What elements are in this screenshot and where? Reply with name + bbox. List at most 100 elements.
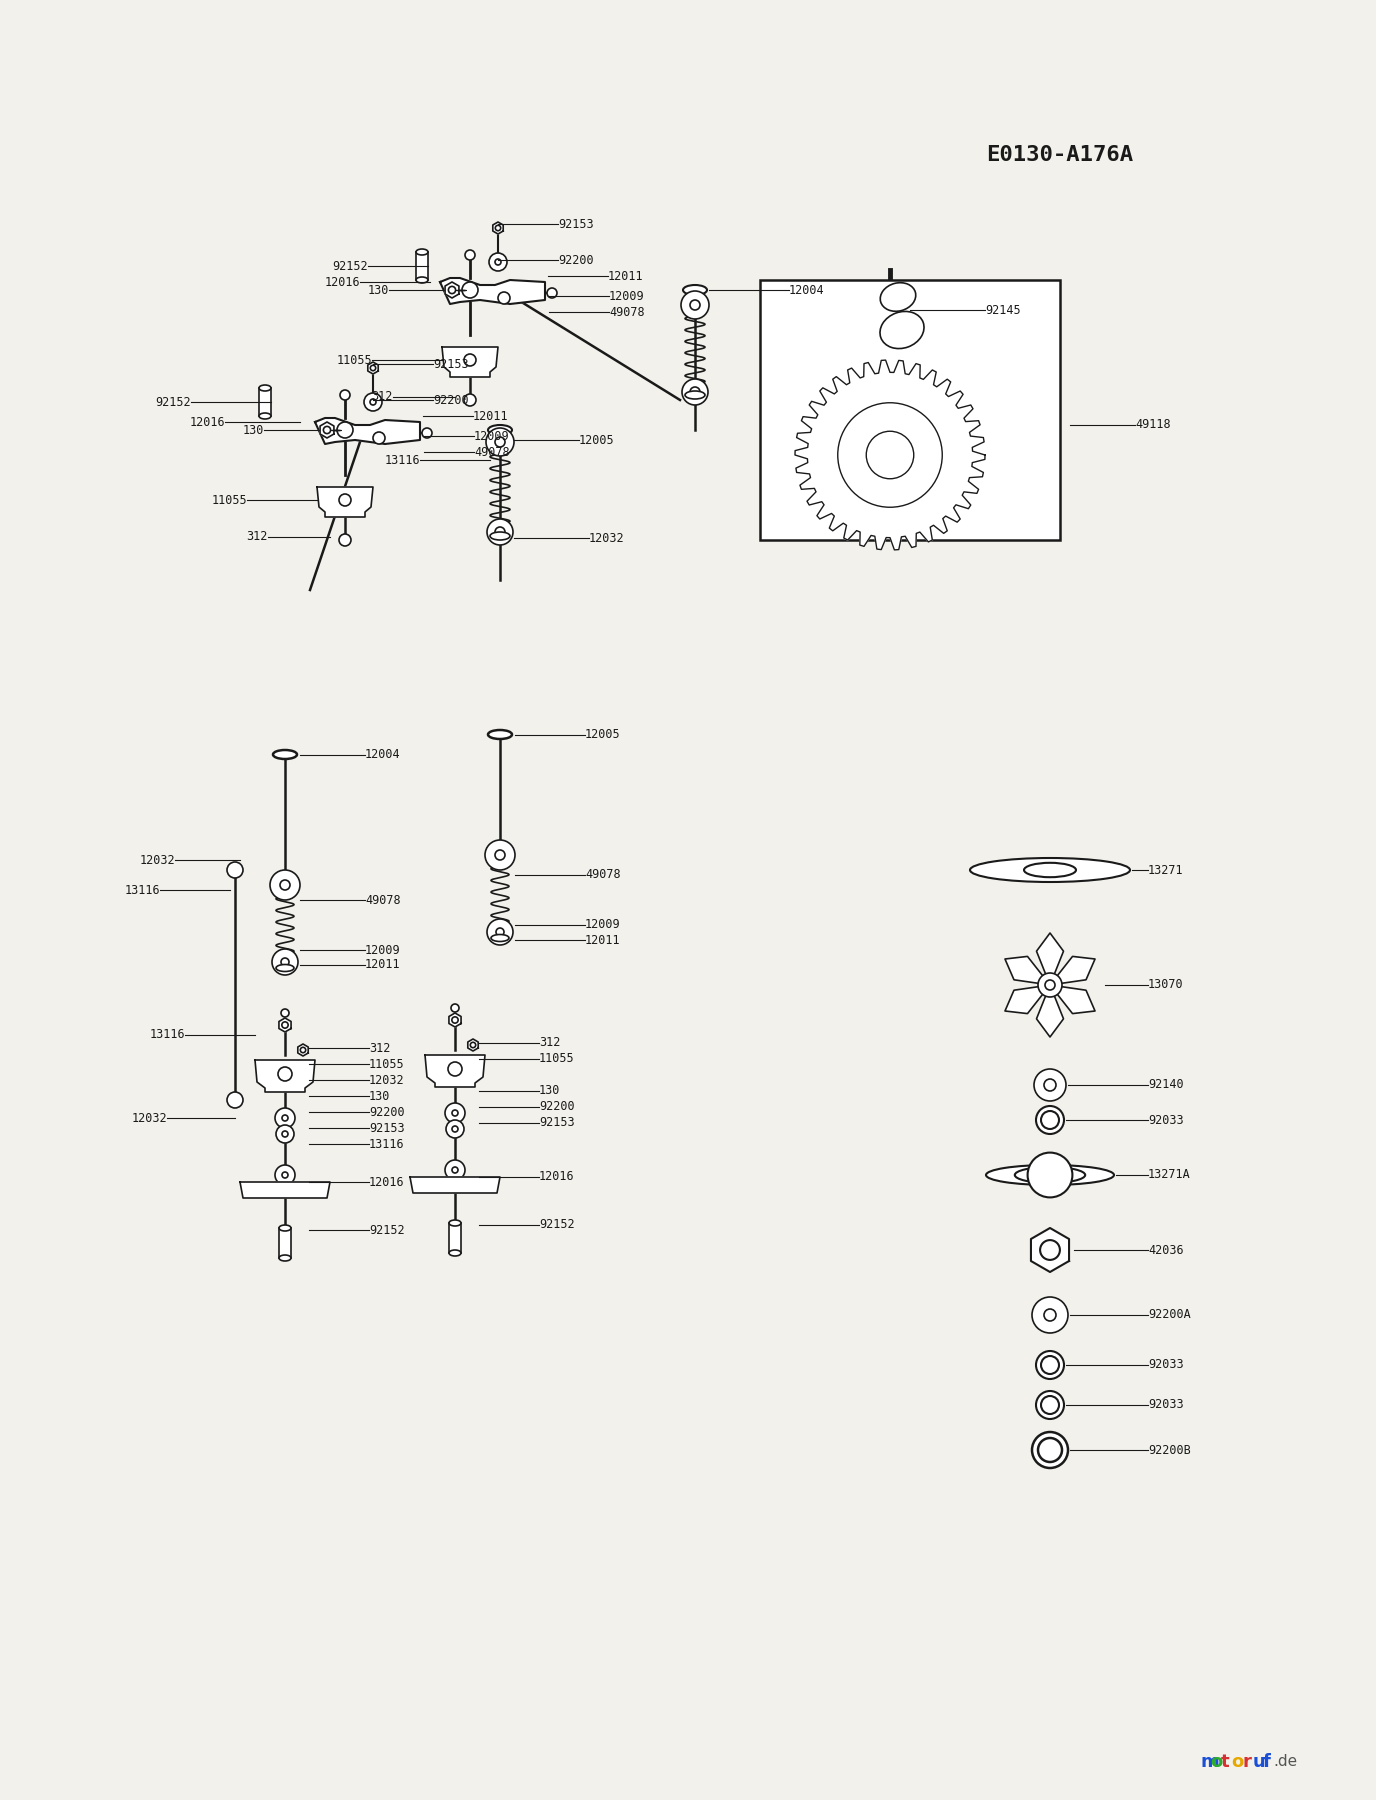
- Circle shape: [300, 1048, 305, 1053]
- Text: 11055: 11055: [212, 493, 248, 506]
- Circle shape: [495, 527, 505, 536]
- Circle shape: [444, 1159, 465, 1181]
- Ellipse shape: [259, 385, 271, 391]
- Text: 12011: 12011: [585, 934, 621, 947]
- Text: 92153: 92153: [369, 1121, 405, 1134]
- Ellipse shape: [881, 283, 916, 311]
- Polygon shape: [297, 1044, 308, 1057]
- Text: 130: 130: [369, 1089, 391, 1102]
- Text: 11055: 11055: [539, 1053, 575, 1066]
- Circle shape: [279, 880, 290, 889]
- Circle shape: [451, 1127, 458, 1132]
- Text: 130: 130: [539, 1084, 560, 1098]
- Text: 130: 130: [367, 283, 389, 297]
- Text: 92200A: 92200A: [1148, 1309, 1190, 1321]
- Circle shape: [270, 869, 300, 900]
- Text: 12005: 12005: [585, 729, 621, 742]
- Ellipse shape: [685, 391, 705, 400]
- Text: 92152: 92152: [369, 1224, 405, 1237]
- Polygon shape: [279, 1019, 292, 1031]
- Circle shape: [487, 920, 513, 945]
- Text: 12032: 12032: [589, 531, 625, 544]
- Circle shape: [1032, 1433, 1068, 1469]
- Circle shape: [451, 1166, 458, 1174]
- Text: 13271A: 13271A: [1148, 1168, 1190, 1181]
- Text: 312: 312: [246, 531, 268, 544]
- Polygon shape: [468, 1039, 479, 1051]
- Ellipse shape: [416, 248, 428, 256]
- Text: 13116: 13116: [369, 1138, 405, 1150]
- Circle shape: [282, 1130, 288, 1138]
- Text: 12004: 12004: [788, 283, 824, 297]
- Text: 12004: 12004: [365, 749, 400, 761]
- Text: 12005: 12005: [579, 434, 615, 446]
- Text: 12016: 12016: [539, 1170, 575, 1184]
- Ellipse shape: [272, 751, 297, 760]
- Text: 92200: 92200: [559, 254, 593, 266]
- Circle shape: [373, 432, 385, 445]
- Text: 92153: 92153: [539, 1116, 575, 1130]
- Circle shape: [465, 250, 475, 259]
- Text: 130: 130: [242, 423, 264, 437]
- Bar: [259, 389, 271, 416]
- Text: 42036: 42036: [1148, 1244, 1183, 1256]
- Polygon shape: [444, 283, 460, 299]
- Polygon shape: [410, 1177, 499, 1193]
- Text: o: o: [1211, 1753, 1223, 1771]
- Ellipse shape: [1024, 862, 1076, 877]
- Circle shape: [1028, 1152, 1072, 1197]
- Circle shape: [1036, 1105, 1064, 1134]
- Text: 49118: 49118: [1135, 419, 1171, 432]
- Text: 49078: 49078: [473, 446, 509, 459]
- Circle shape: [495, 929, 504, 936]
- Text: 12009: 12009: [473, 430, 509, 443]
- Circle shape: [1038, 1438, 1062, 1462]
- Text: 12032: 12032: [139, 853, 175, 866]
- Circle shape: [282, 1172, 288, 1177]
- Polygon shape: [321, 421, 334, 437]
- Text: 12016: 12016: [325, 275, 361, 288]
- Circle shape: [486, 428, 515, 455]
- Polygon shape: [425, 1055, 484, 1087]
- Bar: [416, 252, 428, 281]
- Text: 11055: 11055: [369, 1058, 405, 1071]
- Text: E0130-A176A: E0130-A176A: [987, 146, 1134, 166]
- Circle shape: [1042, 1111, 1060, 1129]
- Bar: [760, 281, 1060, 540]
- Ellipse shape: [490, 533, 510, 540]
- Polygon shape: [442, 347, 498, 376]
- Ellipse shape: [1014, 1166, 1086, 1183]
- Circle shape: [227, 1093, 244, 1109]
- Circle shape: [444, 1103, 465, 1123]
- Text: f: f: [1263, 1753, 1271, 1771]
- Circle shape: [338, 535, 351, 545]
- Circle shape: [282, 1114, 288, 1121]
- Text: 12011: 12011: [365, 958, 400, 972]
- Circle shape: [838, 403, 943, 508]
- Circle shape: [867, 432, 914, 479]
- Circle shape: [495, 259, 501, 265]
- Ellipse shape: [416, 277, 428, 283]
- Text: 92200: 92200: [539, 1100, 575, 1114]
- Text: t: t: [1221, 1753, 1230, 1771]
- Text: 12009: 12009: [610, 290, 644, 302]
- Circle shape: [1033, 1069, 1066, 1102]
- Ellipse shape: [279, 1255, 290, 1262]
- Circle shape: [488, 254, 506, 272]
- Circle shape: [1040, 1240, 1060, 1260]
- Text: 12011: 12011: [608, 270, 644, 283]
- Text: 13116: 13116: [384, 454, 420, 466]
- Circle shape: [275, 1109, 294, 1129]
- Polygon shape: [1004, 932, 1095, 1037]
- Text: 92152: 92152: [539, 1219, 575, 1231]
- Text: r: r: [1243, 1753, 1251, 1771]
- Ellipse shape: [449, 1220, 461, 1226]
- Text: 13070: 13070: [1148, 979, 1183, 992]
- Ellipse shape: [449, 1249, 461, 1256]
- Text: 12009: 12009: [585, 918, 621, 932]
- Circle shape: [1042, 1397, 1060, 1415]
- Circle shape: [370, 400, 376, 405]
- Circle shape: [1036, 1391, 1064, 1418]
- Ellipse shape: [279, 1226, 290, 1231]
- Text: o: o: [1232, 1753, 1244, 1771]
